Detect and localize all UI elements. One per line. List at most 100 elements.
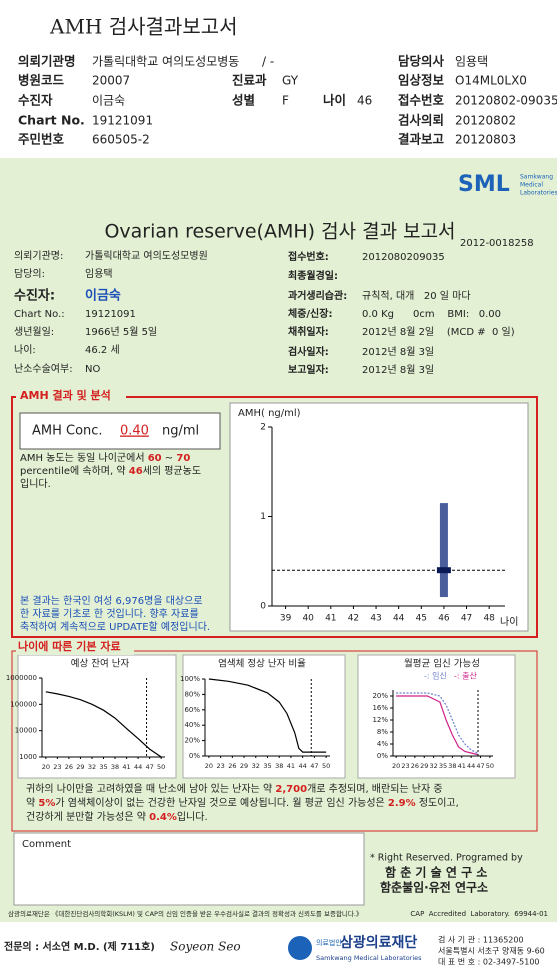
y-tick-label: 60% xyxy=(184,706,200,714)
amh-chart-frame xyxy=(229,402,529,632)
credit-line: 함춘불임·유전 연구소 xyxy=(380,880,488,895)
patient-marker xyxy=(436,567,451,574)
field-label: 접수번호 xyxy=(398,93,445,108)
text-run: 입니다. xyxy=(20,477,51,490)
y-tick-label: 20% xyxy=(372,692,388,700)
footer-logo-icon xyxy=(288,936,312,960)
info-label: 수진자: xyxy=(14,288,55,304)
info-value: 2012년 8월 3일 xyxy=(362,364,434,376)
x-tick-label: 23 xyxy=(401,762,409,770)
x-tick-label: 44 xyxy=(393,614,405,624)
x-tick-label: 20 xyxy=(42,763,50,771)
field-value: 가톨릭대학교 여의도성모병동 xyxy=(92,55,239,69)
field-value: 이금숙 xyxy=(92,94,125,108)
y-tick-label: 80% xyxy=(184,690,200,698)
y-tick-label: 0% xyxy=(189,752,200,760)
report-title: Ovarian reserve(AMH) 검사 결과 보고서 xyxy=(104,221,455,243)
info-value: 19121091 xyxy=(85,309,136,320)
info-label: 의뢰기관명: xyxy=(14,250,63,262)
y-tick-label: 16% xyxy=(372,704,388,712)
field-label: 의뢰기관명 xyxy=(18,54,76,69)
field-label: 수진자 xyxy=(18,93,53,108)
x-tick-label: 32 xyxy=(88,763,96,771)
x-tick-label: 42 xyxy=(348,614,359,624)
x-tick-label: 50 xyxy=(486,762,494,770)
x-tick-label: 47 xyxy=(310,762,318,770)
contact-line: 대 표 번 호 : 02-3497-5100 xyxy=(438,958,540,967)
chart-title: 월평균 임신 가능성 xyxy=(404,658,480,670)
x-tick-label: 41 xyxy=(122,763,130,771)
text-run: 2.9% xyxy=(388,798,416,809)
text-run: AMH 농도는 동일 나이군에서 xyxy=(20,452,148,464)
section-label-bg xyxy=(16,389,126,403)
info-value: 2012080209035 xyxy=(362,252,445,263)
x-tick-label: 47 xyxy=(461,614,472,624)
conc-box xyxy=(19,412,221,450)
x-tick-label: 47 xyxy=(476,762,484,770)
x-tick-label: 26 xyxy=(65,763,73,771)
y-tick-label: 1000000 xyxy=(6,674,37,682)
x-tick-label: 26 xyxy=(228,762,236,770)
field-label: 임상정보 xyxy=(398,73,445,88)
contact-line: 검 사 기 관 : 11365200 xyxy=(438,935,524,945)
field-label: 진료과 xyxy=(232,73,267,88)
comment-box xyxy=(13,832,365,906)
text-run: 0.4% xyxy=(149,812,177,823)
x-tick-label: 29 xyxy=(240,762,248,770)
org-name-en: Samkwang Medical Laboratories xyxy=(316,954,422,962)
info-label: 담당의: xyxy=(14,268,45,280)
series-line xyxy=(45,691,162,758)
logo: SML xyxy=(458,172,510,197)
y-tick-label: 20% xyxy=(184,737,200,745)
field-value: 20120802 xyxy=(455,114,516,128)
x-tick-label: 48 xyxy=(483,614,495,624)
section-label: 나이에 따른 기본 자료 xyxy=(18,639,121,653)
info-label: 채취일자: xyxy=(288,325,329,338)
y-tick-label: 0% xyxy=(377,752,388,760)
chart-title: 예상 잔여 난자 xyxy=(71,658,130,670)
cap-accreditation: CAP Accredited Laboratory. 69944-01 xyxy=(410,910,548,918)
info-label: Chart No.: xyxy=(14,309,65,320)
x-tick-label: 35 xyxy=(439,762,447,770)
conc-unit: ng/ml xyxy=(162,424,199,439)
x-tick-label: 29 xyxy=(76,763,84,771)
x-tick-label: 41 xyxy=(325,614,336,624)
text-run: 46 xyxy=(129,466,143,477)
text-run: 약 xyxy=(26,797,38,809)
field-value: 20120803 xyxy=(455,133,516,147)
certification: 삼광의료재단은 《대한진단검사의학회(KSLM) 및 CAP의 신임 인증을 받… xyxy=(8,909,362,918)
y-tick-label: 2 xyxy=(260,423,266,433)
field-value: 20007 xyxy=(92,74,130,88)
credit-line: * Right Reserved. Programed by xyxy=(370,853,523,864)
x-tick-label: 23 xyxy=(216,762,224,770)
field-label: Chart No. xyxy=(18,113,85,128)
info-value: 0.0 Kg 0cm BMI: 0.00 xyxy=(362,309,501,320)
x-tick-label: 38 xyxy=(111,763,119,771)
y-tick-label: 1 xyxy=(260,512,266,522)
info-label: 나이: xyxy=(14,344,36,356)
y-tick-label: 100000 xyxy=(10,700,37,708)
note-line: 한 자료를 기초로 한 것입니다. 향후 자료를 xyxy=(20,607,199,620)
text-run: 귀하의 나이만을 고려하였을 때 난소에 남아 있는 난자는 약 xyxy=(26,782,275,795)
conc-value: 0.40 xyxy=(120,424,149,439)
text-run: 개로 추정되며, 배란되는 난자 중 xyxy=(307,783,443,795)
series-line xyxy=(396,692,478,754)
field-value: / - xyxy=(262,55,274,69)
x-tick-label: 20 xyxy=(392,762,400,770)
info-label: 난소수술여부: xyxy=(14,363,73,375)
y-tick-label: 10000 xyxy=(15,727,37,735)
x-tick-label: 23 xyxy=(53,763,61,771)
doctor: 전문의 : 서소연 M.D. (제 711호) xyxy=(4,940,155,953)
y-tick-label: 100% xyxy=(180,675,200,683)
field-value: 임용택 xyxy=(455,55,488,69)
legend-entry: -: 출산 xyxy=(454,671,477,681)
x-tick-label: 44 xyxy=(467,762,475,770)
note-line: 본 결과는 한국인 여성 6,976명을 대상으로 xyxy=(20,595,203,607)
field-value: 19121091 xyxy=(92,114,153,128)
y-axis-label: AMH( ng/ml) xyxy=(238,408,301,419)
x-tick-label: 44 xyxy=(134,763,142,771)
text-run: 5% xyxy=(38,798,55,809)
x-tick-label: 32 xyxy=(252,762,260,770)
y-tick-label: 40% xyxy=(184,721,200,729)
